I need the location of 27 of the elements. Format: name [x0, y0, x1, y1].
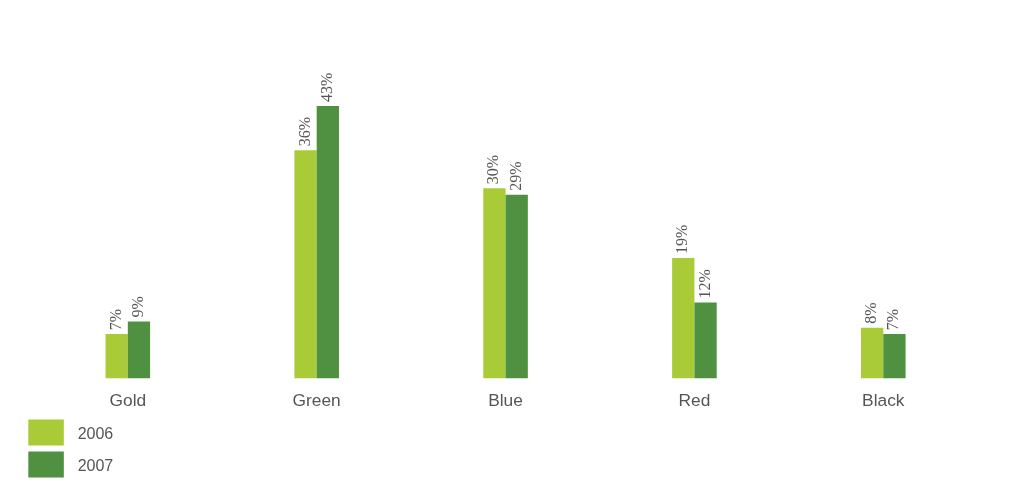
x-tick-label: Green — [292, 389, 341, 410]
data-label: 43% — [317, 72, 335, 102]
data-label: 30% — [484, 154, 502, 185]
data-label: 36% — [295, 116, 313, 147]
bar — [316, 105, 339, 379]
data-label: 29% — [506, 161, 524, 191]
bar — [105, 334, 128, 379]
x-tick-label: Black — [862, 389, 905, 410]
data-label: 12% — [695, 269, 713, 299]
x-tick-label: Blue — [488, 389, 523, 410]
bar — [483, 188, 506, 379]
data-label: 7% — [884, 308, 902, 331]
x-tick-label: Gold — [109, 389, 147, 410]
data-label: 9% — [128, 296, 146, 318]
x-tick-label: Red — [678, 389, 711, 410]
data-label: 7% — [106, 308, 124, 331]
data-label: 8% — [862, 302, 880, 324]
bar — [861, 327, 884, 379]
data-label: 19% — [673, 224, 691, 255]
legend-label: 2007 — [77, 456, 114, 474]
bar — [883, 334, 906, 379]
bar — [294, 150, 317, 379]
bar — [694, 302, 717, 379]
bar — [505, 194, 528, 379]
bar — [672, 258, 695, 379]
legend-label: 2006 — [77, 424, 114, 442]
bar — [127, 321, 151, 379]
